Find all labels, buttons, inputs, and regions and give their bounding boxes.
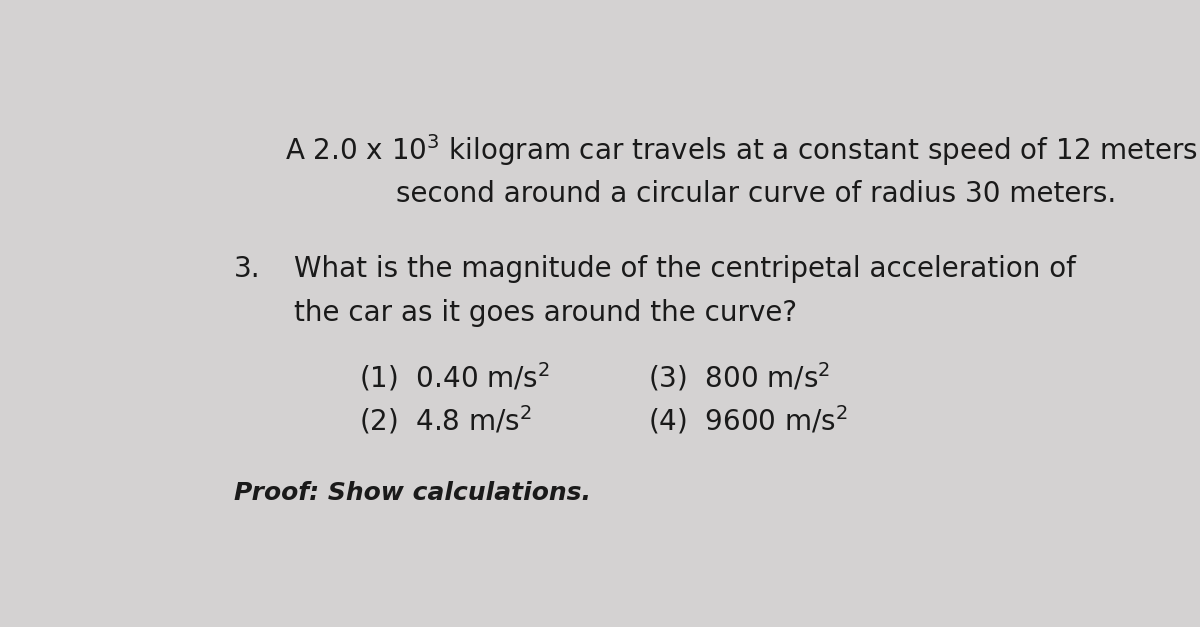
Text: (1)  0.40 m/s$^2$: (1) 0.40 m/s$^2$ [359, 361, 551, 393]
Text: (4)  9600 m/s$^2$: (4) 9600 m/s$^2$ [648, 404, 847, 437]
Text: What is the magnitude of the centripetal acceleration of: What is the magnitude of the centripetal… [294, 255, 1076, 283]
Text: 3.: 3. [234, 255, 260, 283]
Text: Proof: Show calculations.: Proof: Show calculations. [234, 481, 590, 505]
Text: the car as it goes around the curve?: the car as it goes around the curve? [294, 299, 797, 327]
Text: (3)  800 m/s$^2$: (3) 800 m/s$^2$ [648, 361, 829, 393]
Text: second around a circular curve of radius 30 meters.: second around a circular curve of radius… [396, 179, 1117, 208]
Text: (2)  4.8 m/s$^2$: (2) 4.8 m/s$^2$ [359, 404, 532, 437]
Text: A 2.0 x 10$^3$ kilogram car travels at a constant speed of 12 meters per: A 2.0 x 10$^3$ kilogram car travels at a… [284, 132, 1200, 168]
